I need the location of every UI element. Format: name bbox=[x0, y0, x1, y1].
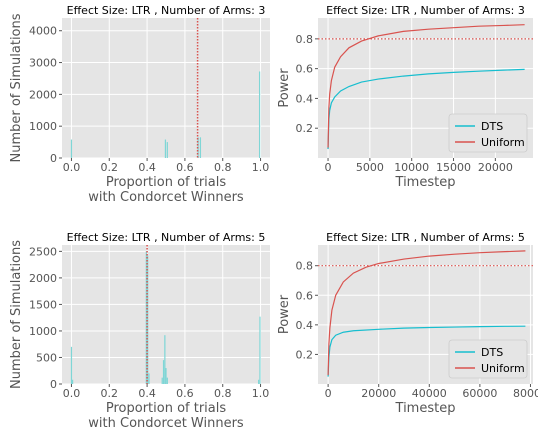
histogram-bar bbox=[161, 377, 163, 384]
plot-background bbox=[62, 18, 270, 158]
x-tick-label: 0.6 bbox=[176, 161, 194, 174]
y-tick-label: 0.2 bbox=[296, 122, 314, 135]
x-tick-label: 20000 bbox=[361, 387, 396, 400]
x-axis-label: Proportion of trials bbox=[106, 401, 227, 416]
histogram-bar bbox=[164, 335, 166, 384]
histogram-bar bbox=[258, 71, 261, 158]
chart-title: Effect Size: LTR , Number of Arms: 3 bbox=[326, 4, 525, 17]
y-tick-label: 1500 bbox=[29, 298, 57, 311]
x-axis-label: Timestep bbox=[395, 401, 456, 416]
x-tick-label: 0 bbox=[325, 161, 332, 174]
histogram-bar bbox=[162, 360, 165, 384]
x-tick-label: 1.0 bbox=[252, 387, 270, 400]
legend-label: Uniform bbox=[481, 136, 525, 149]
y-axis-label: Power bbox=[277, 68, 292, 108]
histogram-bar bbox=[259, 316, 261, 384]
legend: DTS Uniform bbox=[448, 339, 528, 379]
y-tick-label: 0.8 bbox=[296, 260, 314, 273]
panel-1: Effect Size: LTR , Number of Arms: 3 0.0 0… bbox=[9, 4, 270, 205]
x-axis-label: with Condorcet Winners bbox=[88, 416, 244, 430]
y-tick-label: 4000 bbox=[29, 25, 57, 38]
y-tick-label: 2000 bbox=[29, 272, 57, 285]
x-tick-label: 0.0 bbox=[63, 161, 81, 174]
series-line-uniform bbox=[327, 250, 526, 376]
y-axis-label: Number of Simulations bbox=[9, 240, 24, 389]
legend: DTS Uniform bbox=[448, 113, 528, 153]
histogram-bar bbox=[71, 379, 74, 384]
histogram-bar bbox=[147, 255, 149, 384]
histogram-bar bbox=[164, 139, 167, 158]
x-tick-label: 0.6 bbox=[176, 387, 194, 400]
histogram-bar bbox=[70, 346, 73, 384]
y-tick-label: 0.4 bbox=[296, 92, 314, 105]
histogram-bar bbox=[258, 379, 260, 384]
y-tick-label: 0.6 bbox=[296, 289, 314, 302]
legend-label: DTS bbox=[481, 120, 503, 133]
y-tick-label: 500 bbox=[36, 351, 57, 364]
y-tick-label: 3000 bbox=[29, 57, 57, 70]
histogram-bar bbox=[70, 139, 73, 158]
x-tick-label: 0.0 bbox=[63, 387, 81, 400]
y-tick-label: 0.6 bbox=[296, 63, 314, 76]
x-tick-label: 40000 bbox=[412, 387, 447, 400]
series-line-dts bbox=[327, 68, 525, 150]
y-axis-label: Power bbox=[277, 294, 292, 334]
histogram-bar bbox=[145, 251, 147, 384]
x-tick-label: 0.2 bbox=[101, 161, 119, 174]
x-tick-label: 60000 bbox=[462, 387, 497, 400]
x-axis-label: with Condorcet Winners bbox=[88, 190, 244, 205]
x-tick-label: 0.4 bbox=[138, 387, 156, 400]
histogram-bar bbox=[199, 137, 202, 158]
panel-3: Effect Size: LTR , Number of Arms: 5 0.0 0… bbox=[9, 231, 270, 430]
legend-label: Uniform bbox=[481, 362, 525, 375]
x-tick-label: 15000 bbox=[436, 161, 471, 174]
plot-background bbox=[62, 245, 270, 384]
histogram-bar bbox=[166, 377, 168, 384]
y-tick-label: 0.2 bbox=[296, 348, 314, 361]
y-axis-label: Number of Simulations bbox=[9, 13, 24, 162]
x-axis-label: Proportion of trials bbox=[106, 175, 227, 190]
x-tick-label: 0 bbox=[325, 387, 332, 400]
series-line-uniform bbox=[327, 24, 525, 148]
legend-label: DTS bbox=[481, 346, 503, 359]
x-axis-label: Timestep bbox=[395, 175, 456, 190]
y-tick-label: 0.4 bbox=[296, 319, 314, 332]
y-tick-label: 1000 bbox=[29, 120, 57, 133]
x-tick-label: 0.8 bbox=[214, 161, 232, 174]
x-tick-label: 10000 bbox=[394, 161, 429, 174]
x-tick-label: 0.4 bbox=[138, 161, 156, 174]
panel-4: Effect Size: LTR , Number of Arms: 5 0 200… bbox=[277, 231, 538, 416]
x-tick-label: 5000 bbox=[356, 161, 384, 174]
histogram-bar bbox=[166, 142, 168, 158]
y-tick-label: 2500 bbox=[29, 245, 57, 258]
y-tick-label: 0.8 bbox=[296, 33, 314, 46]
series-line-dts bbox=[327, 325, 526, 377]
chart-title: Effect Size: LTR , Number of Arms: 5 bbox=[67, 231, 266, 244]
histogram-bar bbox=[165, 368, 167, 384]
x-tick-label: 20000 bbox=[478, 161, 513, 174]
x-tick-label: 0.2 bbox=[101, 387, 119, 400]
chart-title: Effect Size: LTR , Number of Arms: 3 bbox=[67, 4, 266, 17]
chart-title: Effect Size: LTR , Number of Arms: 5 bbox=[326, 231, 525, 244]
histogram-bar bbox=[148, 373, 150, 384]
y-tick-label: 2000 bbox=[29, 88, 57, 101]
y-tick-label: 1000 bbox=[29, 325, 57, 338]
x-tick-label: 1.0 bbox=[252, 161, 270, 174]
x-tick-label: 0.8 bbox=[214, 387, 232, 400]
y-tick-label: 0 bbox=[50, 378, 57, 391]
y-tick-label: 0 bbox=[50, 152, 57, 165]
panel-2: Effect Size: LTR , Number of Arms: 3 0 500… bbox=[277, 4, 533, 190]
